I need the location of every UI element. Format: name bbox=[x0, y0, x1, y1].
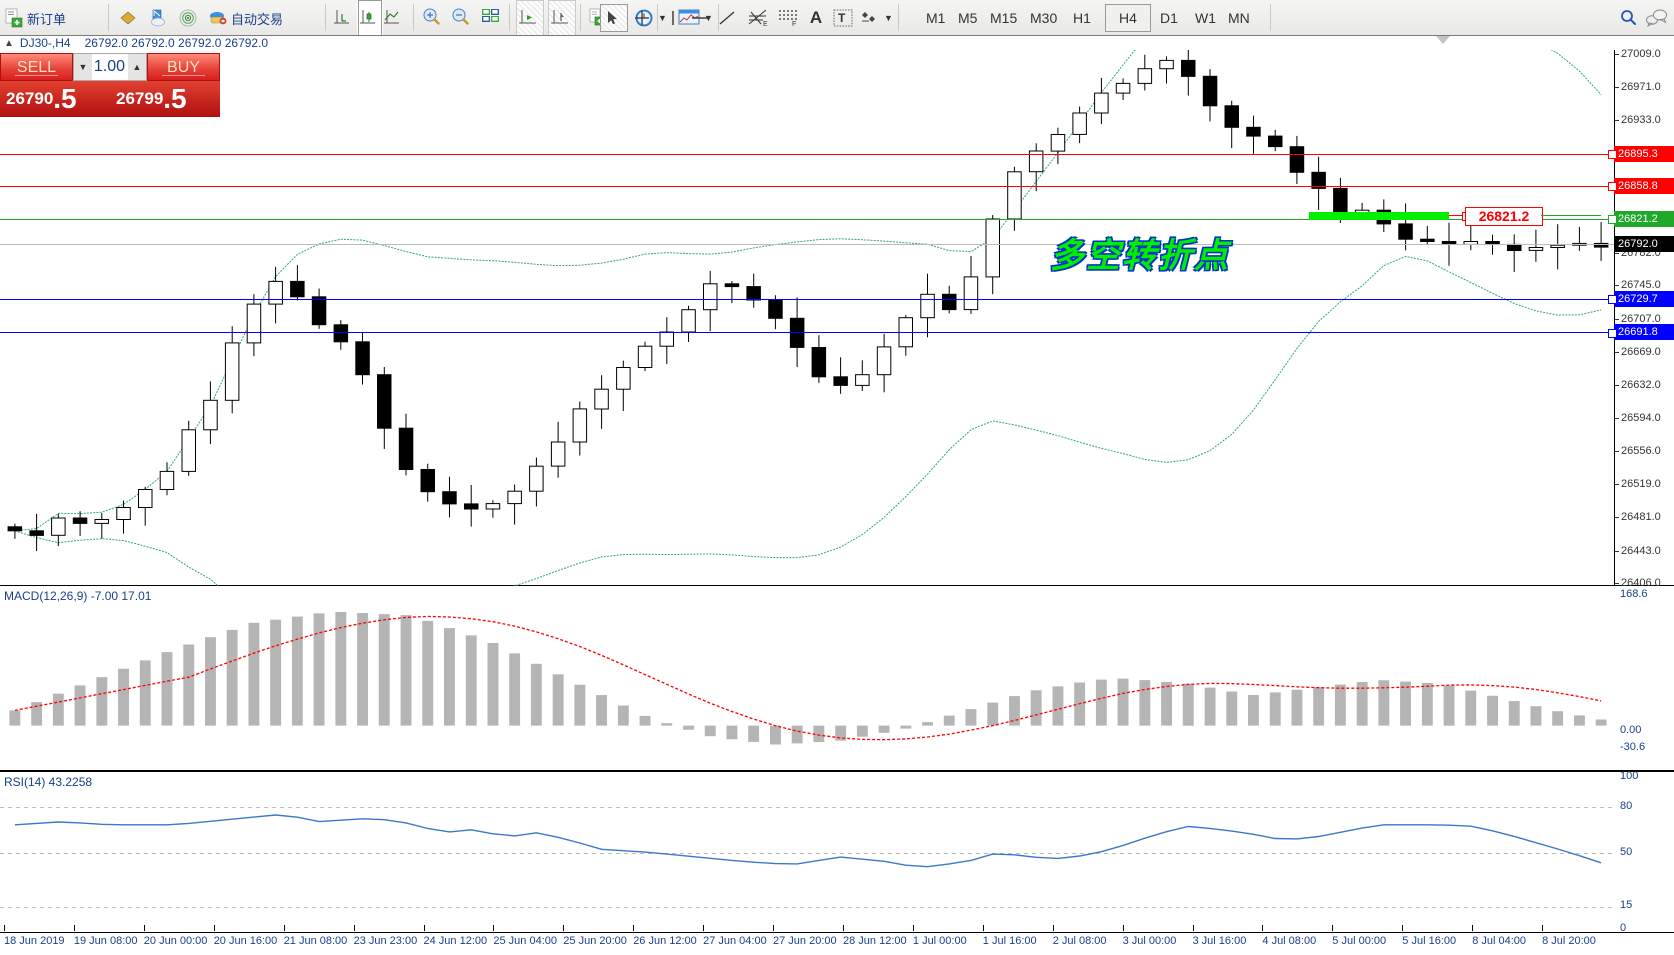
svg-text:T: T bbox=[838, 11, 846, 25]
svg-text:E: E bbox=[763, 21, 768, 27]
svg-text:F: F bbox=[792, 21, 796, 27]
